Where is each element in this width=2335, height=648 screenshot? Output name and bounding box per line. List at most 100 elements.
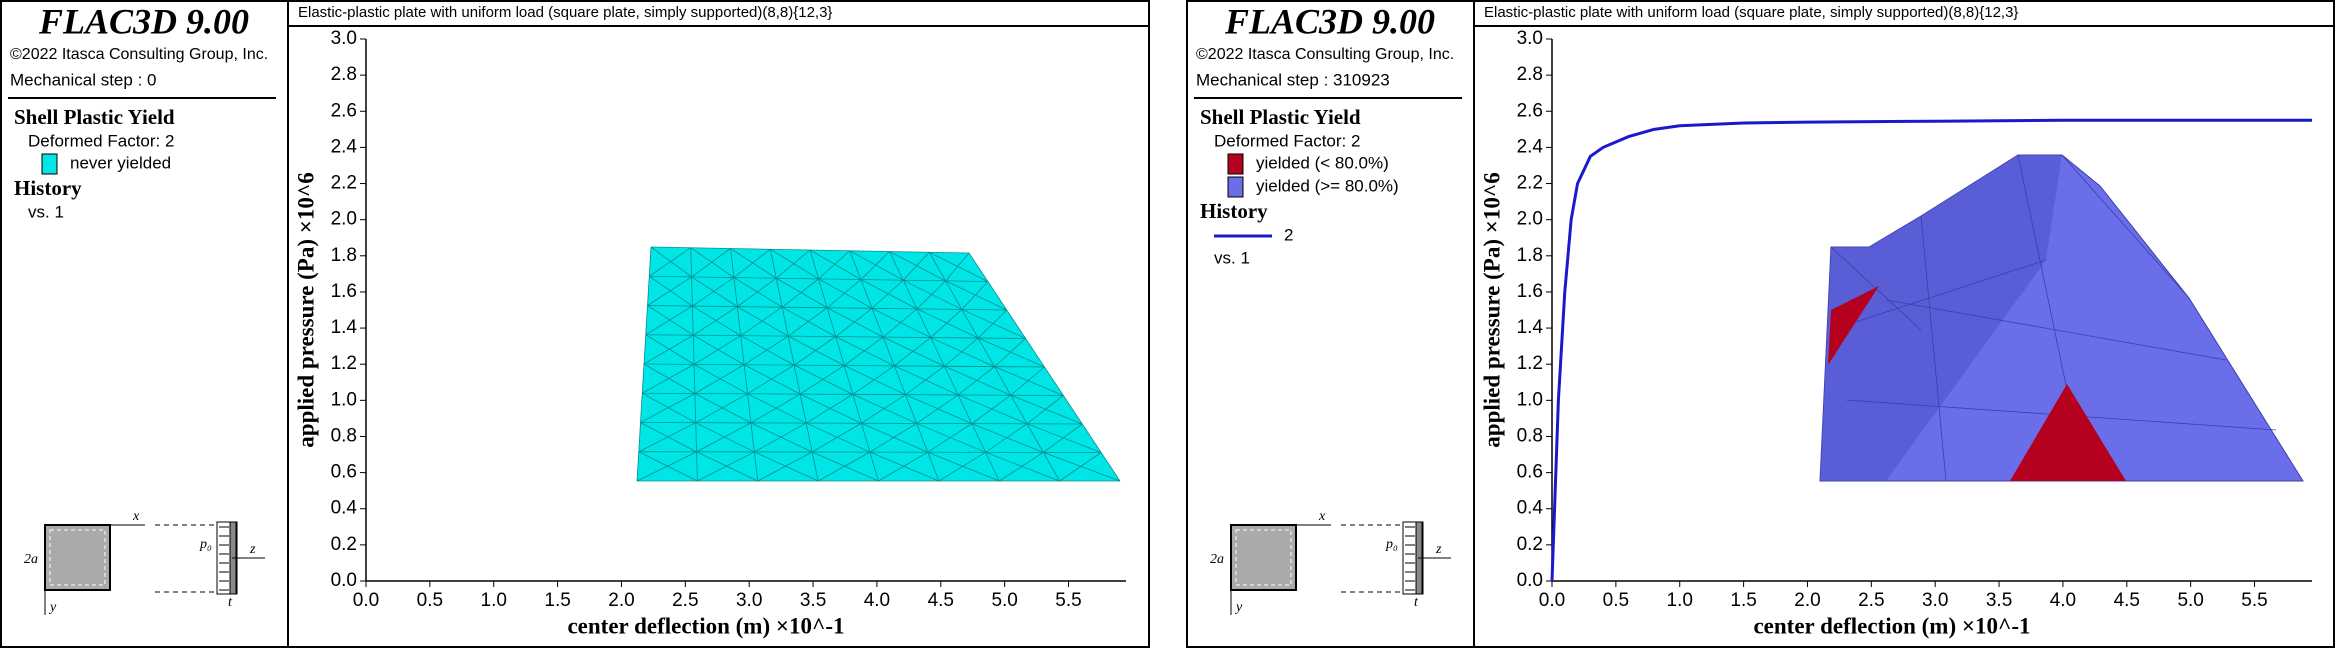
x-tick-label: 2.0 <box>608 590 634 611</box>
y-tick-label: 2.2 <box>331 173 357 194</box>
dome-shade <box>1820 155 2062 481</box>
diagram-label: 2a <box>1210 552 1224 567</box>
mesh-line <box>695 393 748 424</box>
y-tick-label: 1.8 <box>331 245 357 266</box>
mesh-line <box>894 365 959 396</box>
y-tick-label: 0.4 <box>331 498 358 519</box>
mesh-line <box>869 423 917 453</box>
diagram-label: x <box>132 509 140 524</box>
legend-label: yielded (>= 80.0%) <box>1256 176 1399 195</box>
mesh-line <box>1885 299 2227 361</box>
mesh-line <box>882 336 945 367</box>
mesh-line <box>861 422 928 453</box>
mesh-line <box>999 452 1044 482</box>
x-tick-label: 1.0 <box>481 590 507 611</box>
mesh-line <box>818 278 873 309</box>
y-tick-label: 1.0 <box>331 389 357 410</box>
history-vs: vs. 1 <box>28 202 64 221</box>
mesh-line <box>693 364 748 395</box>
y-axis-label: applied pressure (Pa) ×10^6 <box>1479 172 1504 447</box>
mesh-line <box>691 276 738 307</box>
y-tick-label: 0.2 <box>331 534 357 555</box>
y-tick-label: 0.6 <box>1517 462 1543 483</box>
y-tick-label: 1.6 <box>1517 281 1543 302</box>
mesh-line <box>696 422 752 453</box>
y-tick-label: 2.0 <box>331 209 357 230</box>
plate-edge <box>49 529 106 586</box>
mesh-line <box>1059 452 1102 482</box>
app-title: FLAC3D 9.00 <box>38 1 249 41</box>
mesh-line <box>642 392 696 424</box>
series-line <box>1550 118 2312 582</box>
mesh-line <box>826 279 862 309</box>
plate-diagram: x y 2a p₀ z t <box>24 509 265 615</box>
mesh-line <box>640 393 696 423</box>
y-tick-label: 2.6 <box>1517 100 1543 121</box>
y-tick-label: 1.4 <box>331 317 358 338</box>
mesh-line <box>770 248 819 280</box>
mesh-line <box>805 394 854 424</box>
y-tick-label: 2.6 <box>331 100 357 121</box>
mesh-line <box>971 423 1044 453</box>
x-tick-label: 3.5 <box>1986 590 2012 611</box>
mesh-line <box>733 277 783 308</box>
mesh-line <box>794 364 853 395</box>
y-tick-label: 0.0 <box>331 570 357 591</box>
mesh-line <box>938 451 986 482</box>
plate-mesh <box>637 247 1120 481</box>
mesh-line <box>1043 452 1121 482</box>
legend-label: 2 <box>1284 225 1293 244</box>
mesh-line <box>916 308 979 339</box>
mesh-line <box>905 365 945 395</box>
y-tick-label: 2.2 <box>1517 173 1543 194</box>
mesh-line <box>733 248 771 278</box>
y-tick-label: 0.4 <box>1517 498 1544 519</box>
x-axis-label: center deflection (m) ×10^-1 <box>1753 613 2030 638</box>
mesh-line <box>782 306 836 337</box>
mesh-line <box>697 451 755 482</box>
mesh-line <box>638 422 696 453</box>
y-tick-label: 1.0 <box>1517 389 1543 410</box>
y-tick-label: 0.0 <box>1517 570 1543 591</box>
mesh-line <box>916 280 946 310</box>
mesh-line <box>747 364 795 395</box>
mesh-line <box>805 422 871 453</box>
y-tick-label: 3.0 <box>1517 28 1543 49</box>
mesh-line <box>787 307 828 337</box>
mesh-line <box>811 422 862 453</box>
plate <box>44 524 111 591</box>
mesh-line <box>649 247 691 277</box>
mesh-line <box>640 422 697 453</box>
deformed-plate <box>636 246 1121 482</box>
legend-label: yielded (< 80.0%) <box>1256 153 1389 172</box>
panel: FLAC3D 9.00 ©2022 Itasca Consulting Group… <box>0 0 1150 648</box>
mesh-line <box>693 335 741 365</box>
mesh-line <box>2061 154 2190 299</box>
mesh-line <box>638 451 698 482</box>
mesh-line <box>1010 366 1045 396</box>
mesh-line <box>650 246 692 278</box>
mesh-line <box>1010 394 1083 425</box>
legend-swatch <box>1227 153 1244 175</box>
mesh-line <box>957 394 1028 425</box>
diagram-label: z <box>249 542 256 557</box>
history-vs: vs. 1 <box>1214 248 1250 267</box>
yield-zone <box>2010 384 2126 481</box>
mesh-line <box>835 307 873 337</box>
legend-swatch <box>1227 176 1244 198</box>
legend-factor: Deformed Factor: 2 <box>1214 131 1360 150</box>
mesh-line <box>961 281 989 310</box>
mesh-line <box>690 247 735 278</box>
history-title: History <box>1200 199 1268 223</box>
diagram-label: t <box>1414 595 1419 610</box>
mesh-line <box>849 250 904 281</box>
y-tick-label: 1.2 <box>1517 353 1543 374</box>
y-tick-label: 1.8 <box>1517 245 1543 266</box>
mesh-line <box>642 364 695 394</box>
mesh-line <box>754 422 807 453</box>
panel-frame <box>1186 0 2335 648</box>
y-tick-label: 2.0 <box>1517 209 1543 230</box>
mesh-line <box>695 422 755 453</box>
mesh-line <box>693 334 745 366</box>
diagram-label: y <box>48 600 57 615</box>
